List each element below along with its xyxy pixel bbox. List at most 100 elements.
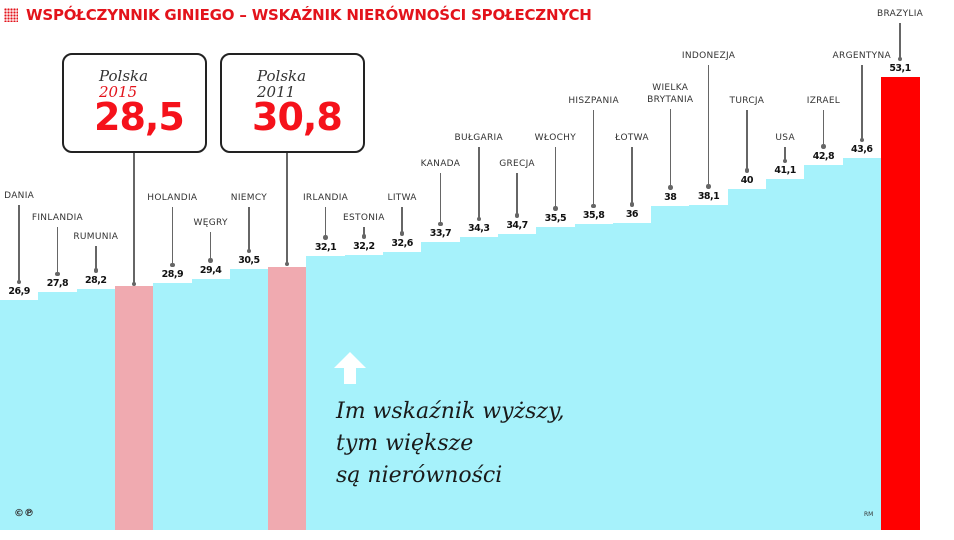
bar-value-label: 34,7 (506, 219, 528, 231)
bar-wielka-brytania (651, 205, 690, 530)
callout-year: 2011 (257, 83, 296, 101)
callout-value: 28,5 (94, 95, 185, 139)
country-label: HOLANDIA (147, 193, 198, 203)
callout-country: Polska (99, 67, 149, 85)
copyright-mark: ©℗ (14, 508, 34, 519)
annotation-line-1: Im wskaźnik wyższy, (336, 399, 565, 424)
bar-value-label: 32,2 (353, 240, 375, 252)
leader-line (55, 227, 59, 277)
bar-irlandia (306, 255, 346, 530)
country-label: WIELKA BRYTANIA (647, 83, 694, 105)
bar-value-label: 38 (664, 191, 677, 203)
bar-value-label: 42,8 (812, 150, 835, 162)
leader-line (744, 110, 749, 173)
bar-łotwa (612, 222, 652, 530)
leader-line (17, 205, 21, 284)
bar-bułgaria (459, 237, 499, 530)
leader-line (438, 173, 442, 227)
callout-poland-2011: Polska 2011 30,8 (220, 53, 365, 153)
country-label: LITWA (387, 193, 417, 203)
leader-line (170, 207, 174, 267)
country-label: INDONEZJA (681, 51, 736, 61)
bar-value-label: 41,1 (774, 165, 796, 177)
country-label: WŁOCHY (534, 133, 577, 143)
bar-dania (0, 300, 39, 530)
callout-year: 2015 (99, 83, 138, 101)
bar-value-label: 28,2 (85, 274, 107, 286)
leader-line (821, 110, 825, 149)
bar-polska-2015 (114, 286, 154, 530)
bar-kanada (421, 242, 461, 530)
leader-line (400, 207, 404, 236)
leader-line (898, 23, 902, 62)
bar-value-label: 28,9 (161, 269, 184, 280)
bar-brazylia (880, 77, 920, 530)
leader-line (630, 147, 634, 207)
dot-grid-icon (4, 8, 18, 22)
callout-country: Polska (257, 67, 307, 85)
country-label: KANADA (420, 159, 461, 169)
callout-2011-leader (284, 153, 289, 266)
country-label: DANIA (4, 191, 35, 201)
country-label: GRECJA (499, 159, 535, 169)
bar-węgry (191, 278, 231, 530)
bar-value-label: 32,1 (314, 241, 337, 253)
bar-argentyna (842, 158, 882, 530)
leader-line (668, 109, 672, 190)
leader-line (553, 147, 557, 211)
bar-grecja (497, 233, 537, 530)
leader-line (208, 232, 213, 263)
country-label: NIEMCY (230, 193, 268, 203)
bar-value-label: 27,8 (46, 278, 69, 290)
chart-title: WSPÓŁCZYNNIK GINIEGO – WSKAŹNIK NIERÓWNO… (26, 6, 592, 24)
author-credit: RM (864, 511, 874, 518)
annotation-line-2: tym większe (336, 431, 474, 456)
leader-line (361, 227, 366, 239)
bar-polska-2011 (268, 266, 307, 530)
annotation-line-3: są nierówności (336, 463, 503, 488)
country-label: FINLANDIA (31, 213, 83, 223)
chart-annotation: Im wskaźnik wyższy, tym większe są nieró… (336, 396, 564, 492)
leader-line (515, 173, 519, 218)
bar-turcja (727, 188, 767, 530)
bar-value-label: 30,5 (238, 255, 260, 267)
bar-value-label: 26,9 (8, 286, 30, 297)
bar-litwa (383, 251, 422, 530)
bar-value-label: 35,5 (544, 212, 567, 224)
country-label: BRAZYLIA (876, 9, 924, 19)
bar-hiszpania (574, 224, 614, 530)
bar-indonezja (689, 204, 729, 530)
leader-line (859, 65, 864, 143)
bar-value-label: 29,4 (199, 264, 222, 276)
bar-value-label: 33,7 (429, 228, 452, 240)
country-label: ESTONIA (343, 213, 385, 223)
bar-włochy (536, 226, 575, 530)
country-label: IRLANDIA (302, 193, 349, 203)
bar-value-label: 43,6 (851, 144, 873, 156)
bar-rumunia (76, 288, 116, 530)
country-label: ŁOTWA (615, 133, 649, 143)
callout-2015-leader (131, 153, 136, 286)
bar-finlandia (38, 292, 78, 530)
leader-line (323, 207, 328, 240)
leader-line (247, 207, 251, 254)
country-label: BUŁGARIA (454, 133, 503, 143)
leader-line (476, 147, 481, 222)
bar-estonia (344, 254, 384, 530)
bar-value-label: 35,8 (582, 210, 605, 222)
bar-value-label: 34,3 (468, 223, 490, 235)
bar-holandia (153, 283, 192, 530)
leader-line (93, 246, 98, 273)
bar-niemcy (229, 269, 269, 530)
country-label: TURCJA (729, 96, 765, 106)
country-label: USA (775, 133, 795, 143)
bar-value-label: 53,1 (889, 63, 911, 75)
country-label: IZRAEL (806, 96, 841, 106)
country-label: ARGENTYNA (832, 51, 891, 61)
bar-value-label: 38,1 (697, 190, 720, 202)
leader-line (706, 65, 711, 189)
chart-header: WSPÓŁCZYNNIK GINIEGO – WSKAŹNIK NIERÓWNO… (4, 6, 592, 24)
country-label: RUMUNIA (73, 232, 119, 242)
leader-line (783, 147, 787, 164)
